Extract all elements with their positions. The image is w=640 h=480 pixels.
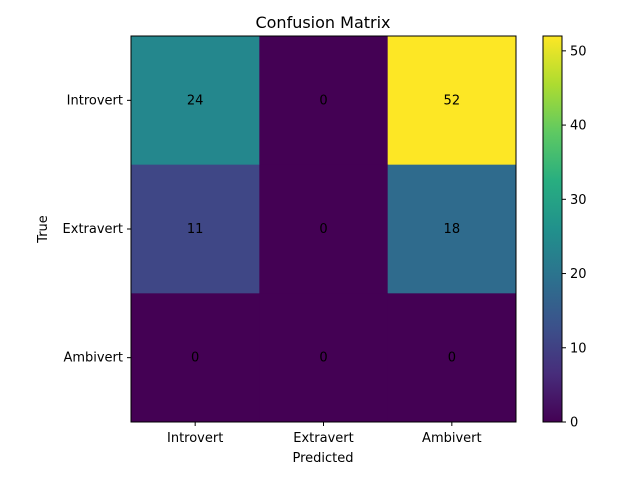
colorbar-tick-label: 10	[570, 341, 587, 356]
cell-value-label: 18	[444, 222, 461, 237]
colorbar-tick-label: 20	[570, 267, 587, 282]
colorbar-tick-label: 40	[570, 119, 587, 134]
x-tick-label: Extravert	[293, 431, 353, 446]
heatmap-cell	[259, 36, 389, 166]
x-axis-ticks: Introvert Extravert Ambivert	[167, 422, 482, 446]
colorbar	[542, 35, 563, 423]
heatmap-cell	[387, 164, 517, 294]
cell-value-label: 11	[187, 222, 204, 237]
heatmap-cell	[387, 36, 517, 166]
x-tick-label: Introvert	[167, 431, 223, 446]
heatmap-cell	[259, 164, 389, 294]
cell-value-label: 0	[191, 351, 199, 366]
y-tick-label: Extravert	[63, 222, 123, 237]
cell-value-label: 0	[319, 222, 327, 237]
cell-value-label: 52	[444, 93, 461, 108]
chart-title: Confusion Matrix	[255, 13, 390, 32]
y-tick-label: Introvert	[67, 93, 123, 108]
heatmap-cell	[131, 164, 260, 294]
y-tick-label: Ambivert	[63, 351, 123, 366]
colorbar-ticks: 0 10 20 30 40 50	[562, 44, 587, 431]
cell-value-label: 24	[187, 93, 204, 108]
x-axis-label: Predicted	[292, 451, 353, 466]
heatmap-cell	[131, 36, 260, 166]
x-tick-label: Ambivert	[422, 431, 482, 446]
heatmap-cell	[131, 293, 260, 423]
cell-value-label: 0	[319, 351, 327, 366]
heatmap-cell-labels: 24 0 52 11 0 18 0 0 0	[187, 93, 460, 365]
heatmap-cell	[259, 293, 389, 423]
colorbar-tick-label: 50	[570, 44, 587, 59]
y-axis-label: True	[36, 215, 51, 244]
colorbar-tick-label: 0	[570, 416, 578, 431]
colorbar-tick-label: 30	[570, 193, 587, 208]
heatmap-cells	[131, 36, 517, 423]
heatmap-cell	[387, 293, 517, 423]
y-axis-ticks: Introvert Extravert Ambivert	[63, 93, 131, 366]
cell-value-label: 0	[319, 93, 327, 108]
cell-value-label: 0	[448, 351, 456, 366]
